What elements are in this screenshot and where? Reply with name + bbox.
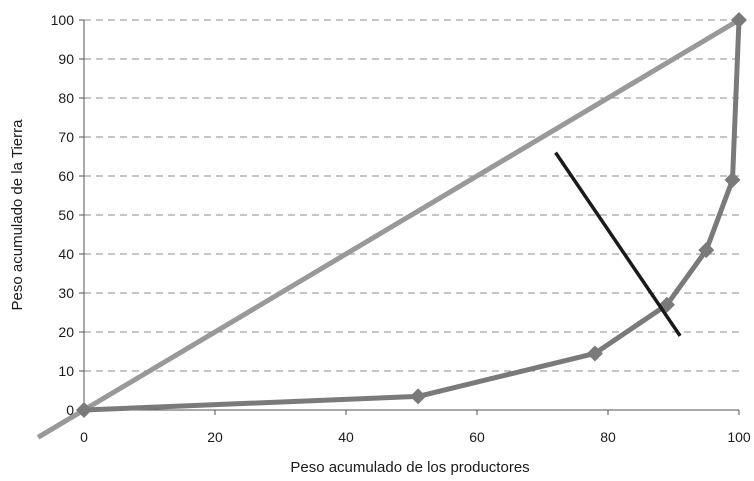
y-tick-label: 40	[58, 246, 74, 262]
x-tick-label: 100	[727, 429, 751, 445]
series-line-3	[554, 151, 682, 337]
x-tick-label: 0	[80, 429, 88, 445]
x-axis-label: Peso acumulado de los productores	[290, 459, 529, 476]
x-tick-label: 60	[469, 429, 485, 445]
data-point-diamond	[724, 171, 741, 188]
x-tick-label: 40	[338, 429, 354, 445]
axes	[79, 19, 740, 415]
y-tick-label: 80	[58, 90, 74, 106]
y-axis-label: Peso acumulado de la Tierra	[9, 119, 26, 311]
y-tick-label: 10	[58, 363, 74, 379]
grid-lines	[84, 19, 739, 372]
x-tick-label: 20	[207, 429, 223, 445]
y-tick-label: 20	[58, 324, 74, 340]
y-tick-label: 60	[58, 168, 74, 184]
data-point-diamond	[76, 402, 92, 418]
series-line-1	[36, 17, 741, 440]
y-tick-label: 50	[58, 207, 74, 223]
data-point-diamond	[410, 388, 427, 405]
data-point-diamond	[586, 345, 603, 362]
y-tick-label: 70	[58, 129, 74, 145]
y-tick-label: 100	[51, 12, 75, 28]
tick-labels: 0 10 20 30 40 50 60 70 80 90 100 0 20 40 60 80 100	[51, 12, 751, 445]
data-point-diamond	[698, 242, 715, 259]
data-point-diamond	[731, 12, 747, 28]
x-tick-label: 80	[600, 429, 616, 445]
y-tick-label: 30	[58, 285, 74, 301]
y-tick-label: 90	[58, 51, 74, 67]
y-tick-label: 0	[66, 402, 74, 418]
series-layer	[36, 12, 747, 440]
